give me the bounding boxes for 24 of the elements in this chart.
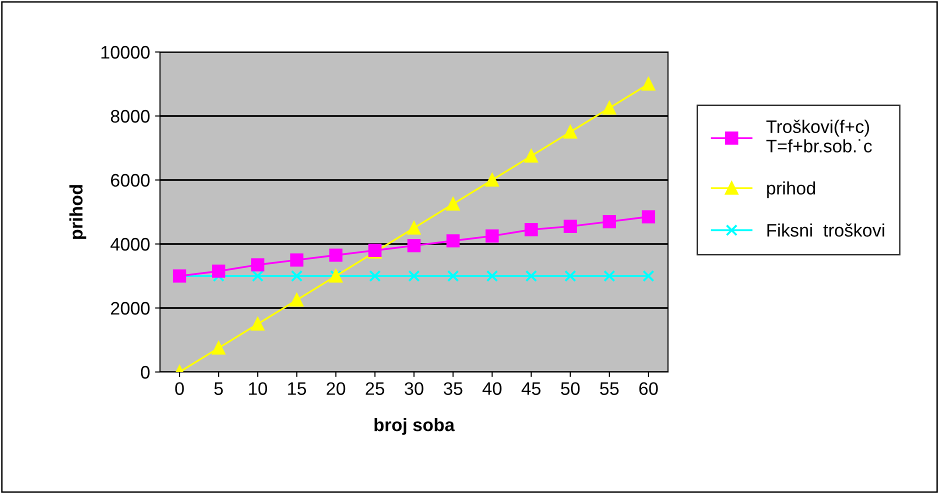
- x-tick-label: 50: [560, 382, 580, 395]
- y-tick-label: 2000: [111, 302, 150, 315]
- x-tick-label: 25: [366, 382, 384, 395]
- legend-label: Fiksni troškovi: [767, 223, 884, 237]
- y-tick-label: 4000: [110, 238, 150, 251]
- x-tick-label: 10: [249, 382, 268, 395]
- legend-label: prihod: [767, 181, 815, 198]
- x-tick-label: 55: [600, 382, 619, 395]
- x-tick-label: 5: [214, 382, 223, 395]
- x-tick-label: 20: [326, 382, 346, 395]
- y-tick-label: 10000: [101, 46, 150, 59]
- x-tick-label: 0: [175, 382, 184, 395]
- x-tick-label: 35: [444, 382, 462, 395]
- legend-label: Troškovi(f+c) T=f+br.sob.˙c: [766, 120, 872, 152]
- y-tick-label: 6000: [111, 174, 150, 187]
- y-axis-title: prihod: [69, 185, 86, 239]
- x-tick-label: 60: [639, 382, 658, 395]
- x-axis-title: broj soba: [374, 418, 455, 435]
- x-tick-label: 40: [482, 382, 502, 395]
- y-tick-label: 0: [140, 366, 150, 379]
- x-tick-label: 15: [288, 382, 306, 395]
- x-tick-label: 30: [404, 382, 424, 395]
- x-tick-label: 45: [522, 382, 541, 395]
- y-tick-label: 8000: [110, 110, 150, 123]
